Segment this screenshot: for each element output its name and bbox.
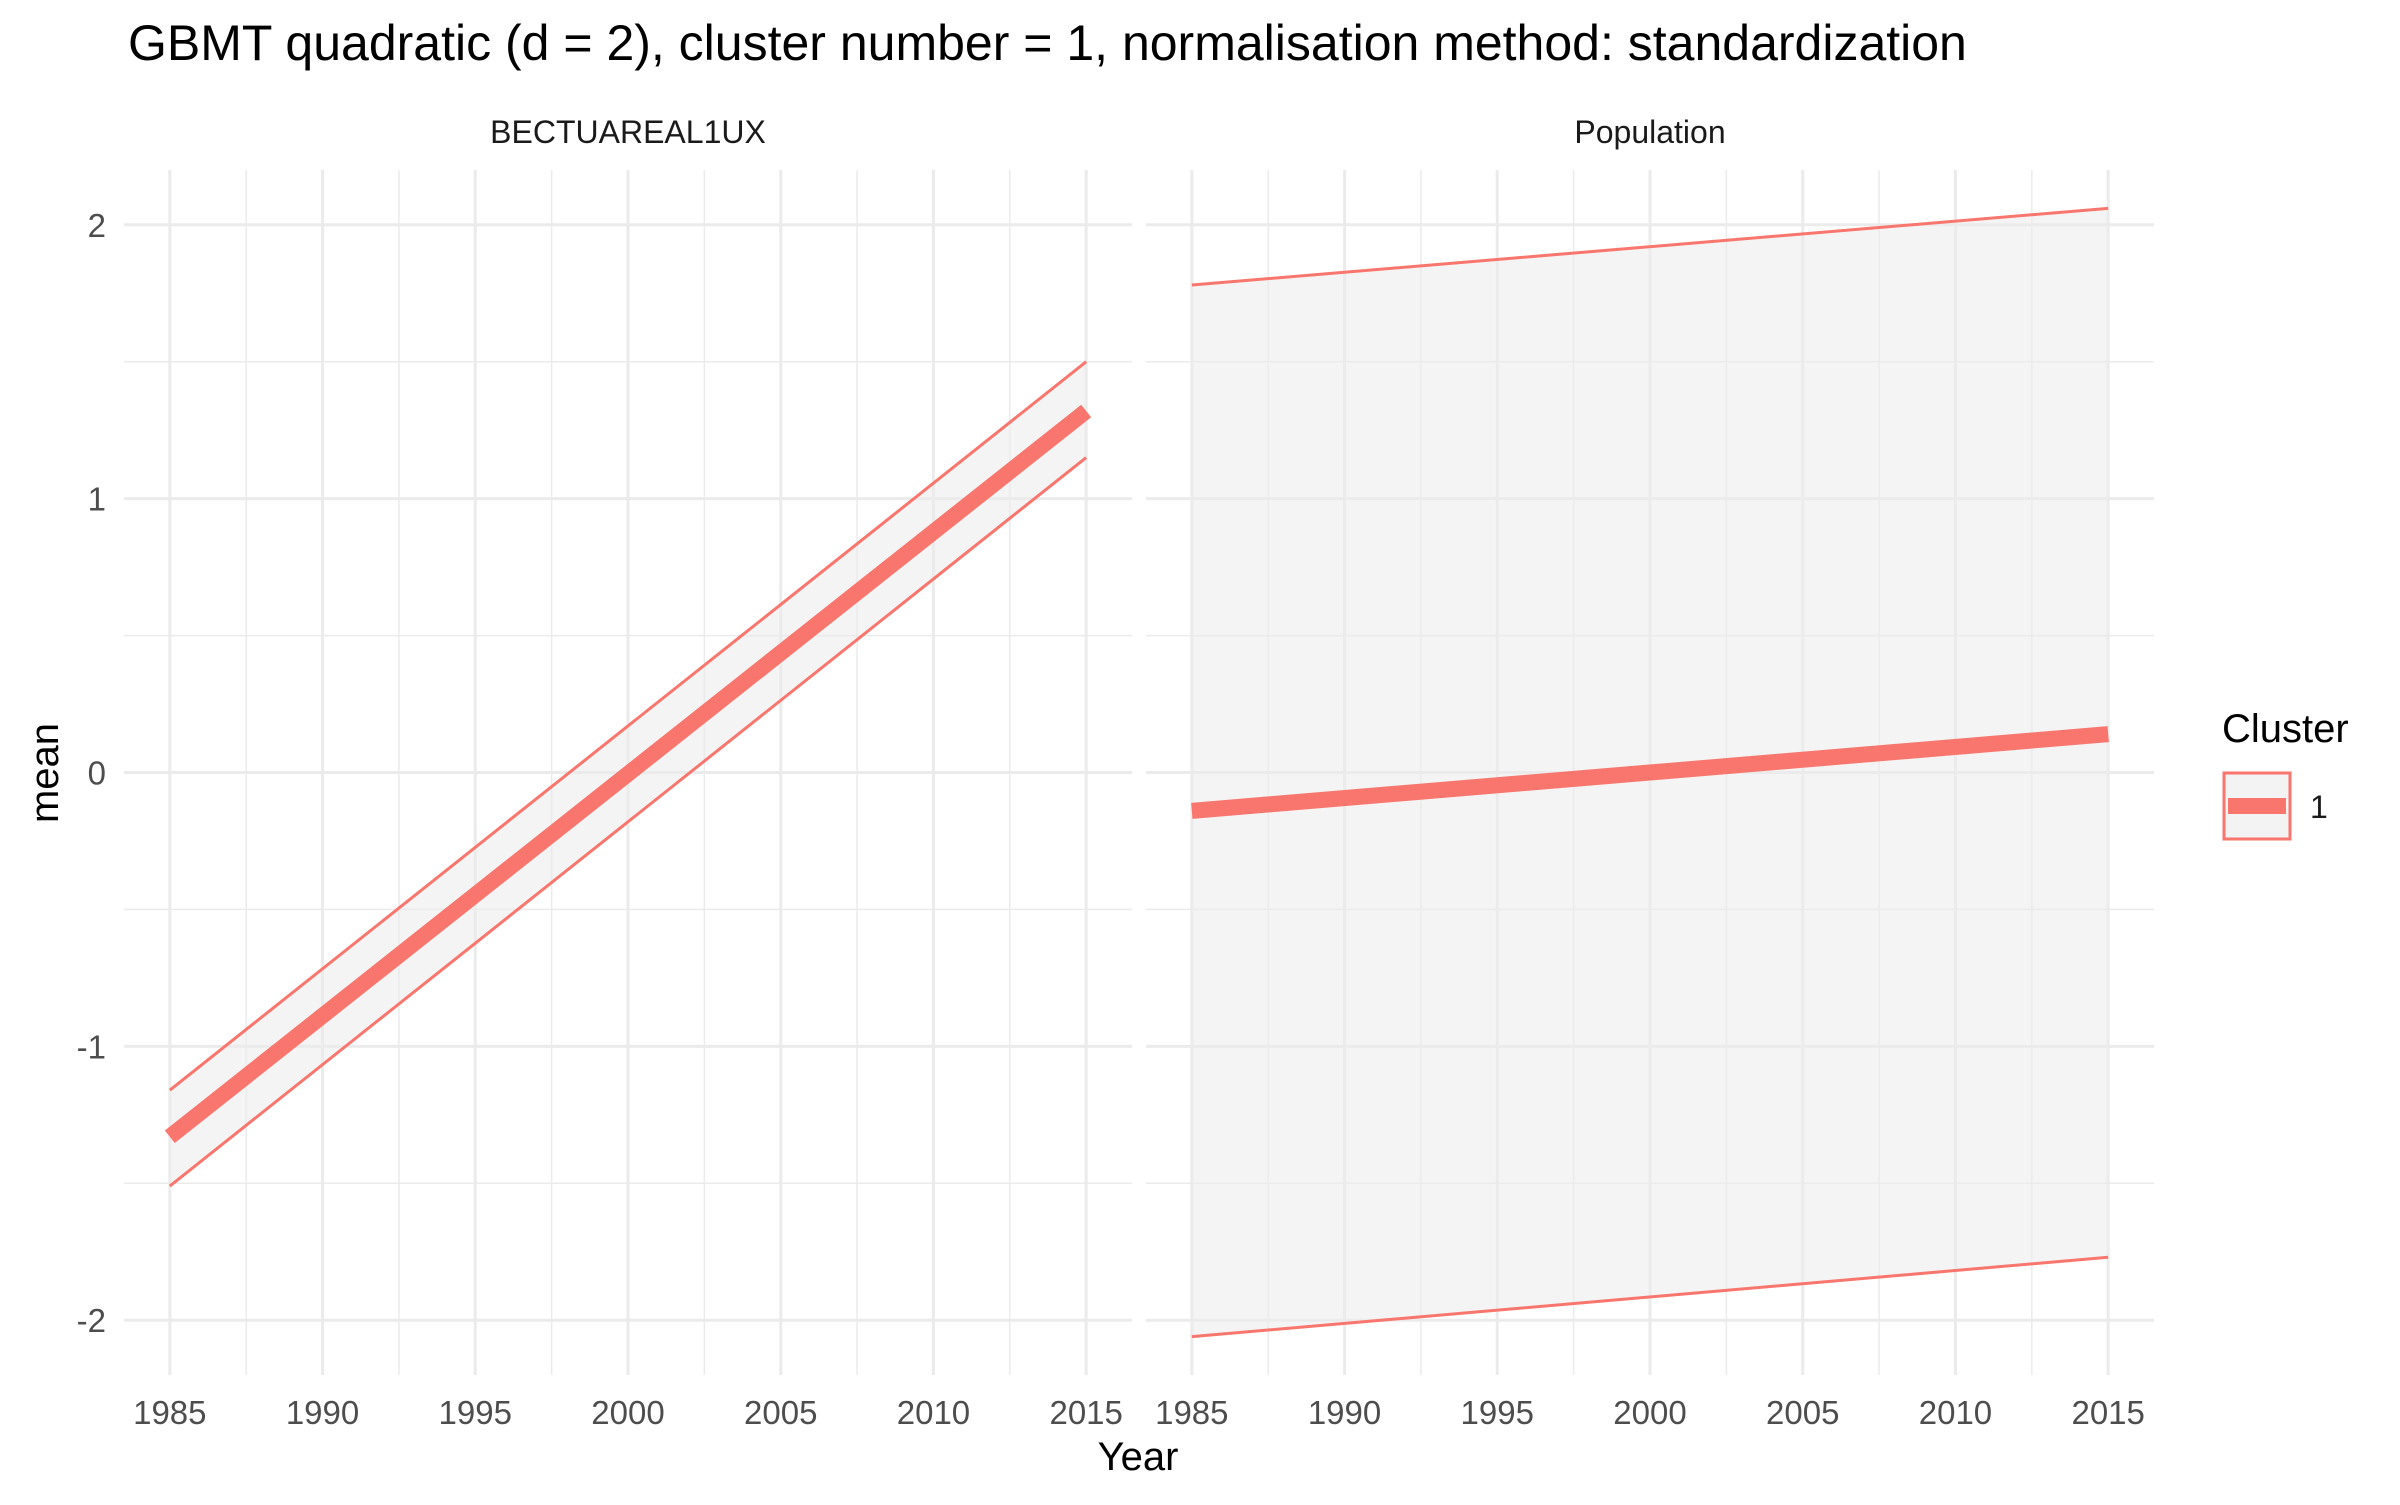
x-tick-label: 1995	[1461, 1394, 1534, 1431]
x-tick-label: 1990	[1308, 1394, 1381, 1431]
x-tick-label: 2015	[2071, 1394, 2144, 1431]
y-tick-label: 1	[88, 481, 106, 518]
y-axis-title: mean	[23, 723, 67, 823]
legend: Cluster 1	[2222, 707, 2349, 841]
panel-strip-label: Population	[1574, 114, 1725, 150]
mean-trajectory-line	[1191, 726, 2109, 819]
upper-bound-line	[1191, 206, 2109, 287]
x-tick-label: 2015	[1049, 1394, 1122, 1431]
mean-trajectory-line	[164, 404, 1092, 1144]
panel-1: BECTUAREAL1UX 1985 1990 1995 2000 2005 2010 201…	[124, 114, 1132, 1431]
y-tick-label: 2	[88, 207, 106, 244]
y-tick-label: 0	[88, 755, 106, 792]
x-tick-label: 1985	[133, 1394, 206, 1431]
x-tick-label: 2000	[591, 1394, 664, 1431]
y-tick-label: -1	[77, 1028, 106, 1065]
lower-bound-line	[1191, 1255, 2109, 1339]
x-tick-label: 1995	[439, 1394, 512, 1431]
panel-2: Population 1985 1990 1995 2000 2005 2010 2015	[1146, 114, 2154, 1431]
x-tick-label: 1990	[286, 1394, 359, 1431]
x-tick-label: 2005	[744, 1394, 817, 1431]
legend-title: Cluster	[2222, 707, 2349, 751]
x-axis-title: Year	[1098, 1435, 1179, 1479]
x-tick-label: 1985	[1155, 1394, 1228, 1431]
x-tick-label: 2005	[1766, 1394, 1839, 1431]
panel-strip-label: BECTUAREAL1UX	[490, 114, 766, 150]
chart-title: GBMT quadratic (d = 2), cluster number =…	[128, 15, 1967, 71]
y-tick-label: -2	[77, 1302, 106, 1339]
x-tick-label: 2010	[897, 1394, 970, 1431]
x-tick-label: 2010	[1919, 1394, 1992, 1431]
lower-bound-line	[168, 456, 1088, 1188]
x-tick-label: 2000	[1613, 1394, 1686, 1431]
upper-bound-line	[168, 360, 1088, 1092]
legend-label-1: 1	[2310, 789, 2328, 825]
